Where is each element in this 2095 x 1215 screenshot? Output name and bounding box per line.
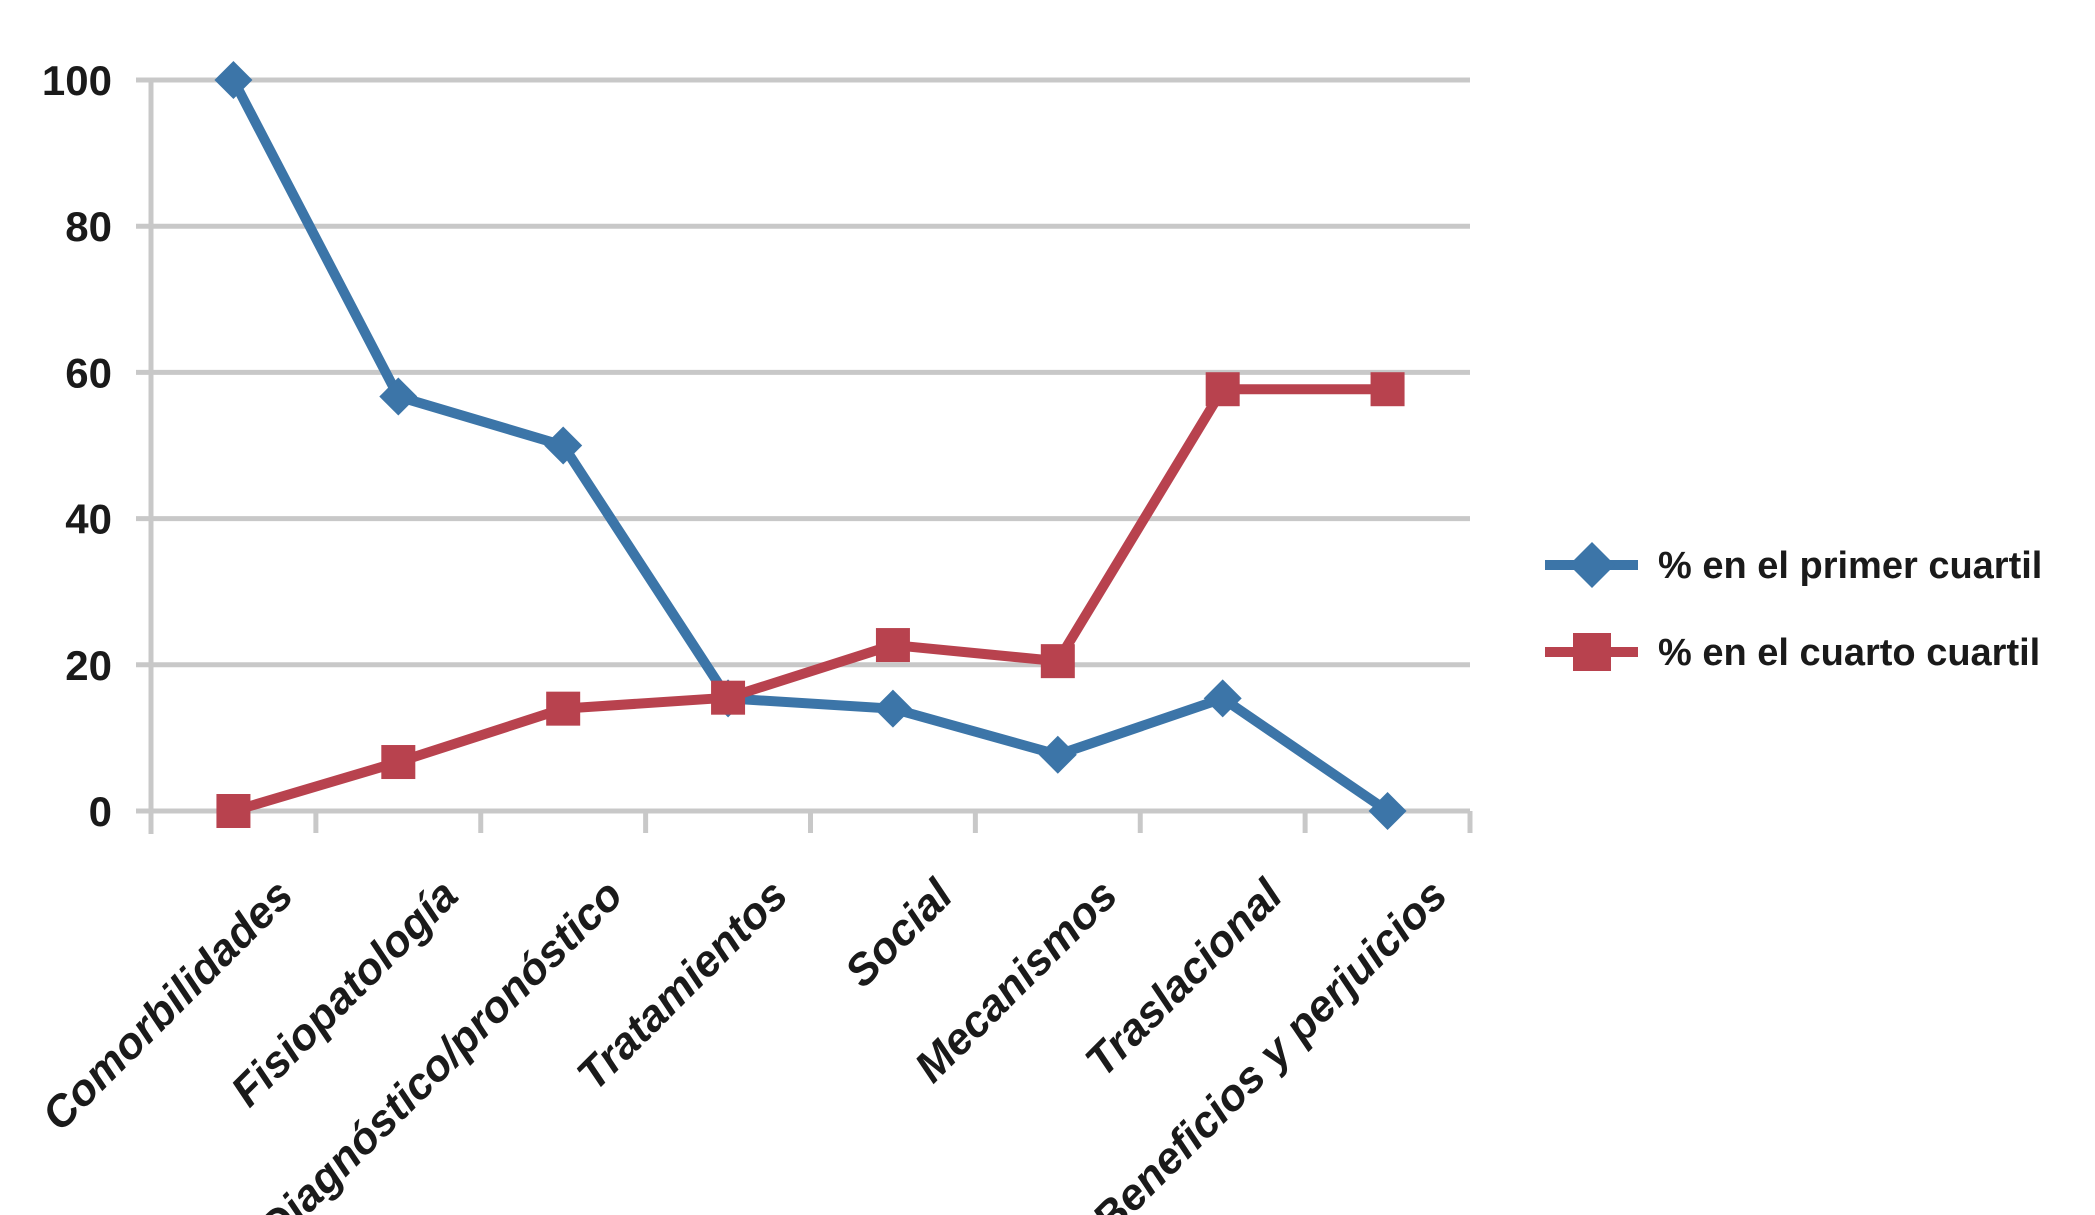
y-axis-label-0: 0 xyxy=(89,788,112,835)
y-axis-label-40: 40 xyxy=(65,496,112,543)
data-point-cuarto-cuartil xyxy=(381,745,416,780)
legend-label-cuarto-cuartil: % en el cuarto cuartil xyxy=(1658,632,2040,674)
data-point-primer-cuartil xyxy=(1038,735,1077,774)
data-point-cuarto-cuartil xyxy=(216,794,251,828)
data-point-cuarto-cuartil xyxy=(546,691,581,726)
data-point-cuarto-cuartil xyxy=(875,628,910,663)
data-point-cuarto-cuartil xyxy=(711,680,746,715)
y-axis-label-60: 60 xyxy=(65,349,112,396)
y-axis-label-100: 100 xyxy=(42,57,112,104)
y-axis-label-80: 80 xyxy=(65,203,112,250)
data-point-primer-cuartil xyxy=(873,689,912,728)
series-line-primer-cuartil xyxy=(228,75,1393,816)
legend-diamond-icon xyxy=(1569,542,1615,588)
data-point-primer-cuartil xyxy=(544,426,583,465)
data-point-cuarto-cuartil xyxy=(1205,372,1240,407)
data-point-primer-cuartil xyxy=(1368,792,1407,830)
legend-label-primer-cuartil: % en el primer cuartil xyxy=(1658,545,2042,587)
data-point-primer-cuartil xyxy=(214,61,253,99)
data-point-primer-cuartil xyxy=(1203,679,1242,718)
series-line-cuarto-cuartil xyxy=(228,384,1393,816)
y-axis-label-20: 20 xyxy=(65,642,112,689)
x-axis-label-social: Social xyxy=(836,870,963,997)
legend-square-icon xyxy=(1573,633,1611,671)
data-point-cuarto-cuartil xyxy=(1370,372,1405,407)
data-point-cuarto-cuartil xyxy=(1040,644,1075,679)
data-point-primer-cuartil xyxy=(379,377,418,416)
